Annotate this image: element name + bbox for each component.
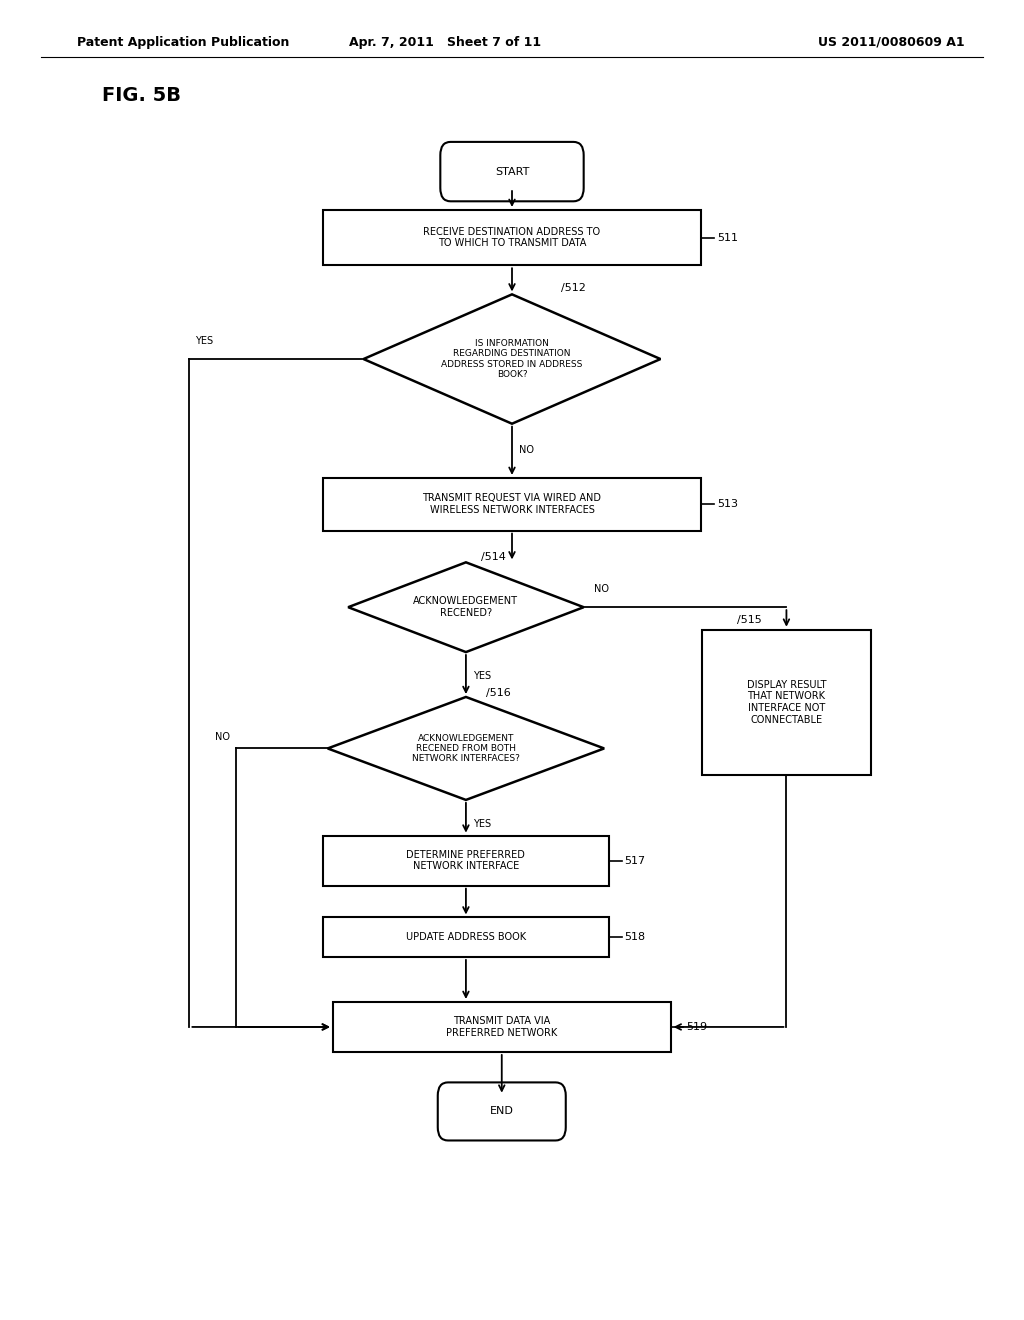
Text: YES: YES [195, 335, 213, 346]
FancyBboxPatch shape [438, 1082, 565, 1140]
Text: 518: 518 [625, 932, 646, 942]
Text: NO: NO [594, 583, 609, 594]
Text: NO: NO [519, 445, 535, 455]
Text: RECEIVE DESTINATION ADDRESS TO
TO WHICH TO TRANSMIT DATA: RECEIVE DESTINATION ADDRESS TO TO WHICH … [424, 227, 600, 248]
Text: 511: 511 [717, 232, 738, 243]
Text: YES: YES [473, 671, 492, 681]
Text: 517: 517 [625, 855, 646, 866]
Text: /514: /514 [481, 552, 506, 562]
Text: START: START [495, 166, 529, 177]
Text: IS INFORMATION
REGARDING DESTINATION
ADDRESS STORED IN ADDRESS
BOOK?: IS INFORMATION REGARDING DESTINATION ADD… [441, 339, 583, 379]
Polygon shape [328, 697, 604, 800]
Polygon shape [348, 562, 584, 652]
FancyBboxPatch shape [440, 141, 584, 201]
Text: 513: 513 [717, 499, 738, 510]
Text: FIG. 5B: FIG. 5B [102, 86, 181, 104]
Text: DISPLAY RESULT
THAT NETWORK
INTERFACE NOT
CONNECTABLE: DISPLAY RESULT THAT NETWORK INTERFACE NO… [746, 680, 826, 725]
Bar [333, 1002, 671, 1052]
Bar [323, 917, 609, 957]
Text: NO: NO [215, 731, 230, 742]
Text: TRANSMIT DATA VIA
PREFERRED NETWORK: TRANSMIT DATA VIA PREFERRED NETWORK [446, 1016, 557, 1038]
Text: TRANSMIT REQUEST VIA WIRED AND
WIRELESS NETWORK INTERFACES: TRANSMIT REQUEST VIA WIRED AND WIRELESS … [423, 494, 601, 515]
Text: US 2011/0080609 A1: US 2011/0080609 A1 [817, 36, 965, 49]
Text: Patent Application Publication: Patent Application Publication [77, 36, 289, 49]
Bar [323, 836, 609, 886]
Bar [323, 478, 701, 531]
Text: /516: /516 [486, 688, 511, 698]
Text: /512: /512 [561, 282, 586, 293]
Bar [323, 210, 701, 265]
Text: DETERMINE PREFERRED
NETWORK INTERFACE: DETERMINE PREFERRED NETWORK INTERFACE [407, 850, 525, 871]
Text: 519: 519 [686, 1022, 708, 1032]
Text: /515: /515 [737, 615, 762, 626]
Text: UPDATE ADDRESS BOOK: UPDATE ADDRESS BOOK [406, 932, 526, 942]
Text: ACKNOWLEDGEMENT
RECENED?: ACKNOWLEDGEMENT RECENED? [414, 597, 518, 618]
Text: Apr. 7, 2011   Sheet 7 of 11: Apr. 7, 2011 Sheet 7 of 11 [349, 36, 542, 49]
Text: YES: YES [473, 818, 492, 829]
Polygon shape [364, 294, 660, 424]
Text: END: END [489, 1106, 514, 1117]
Bar [702, 630, 870, 775]
Text: ACKNOWLEDGEMENT
RECENED FROM BOTH
NETWORK INTERFACES?: ACKNOWLEDGEMENT RECENED FROM BOTH NETWOR… [412, 734, 520, 763]
